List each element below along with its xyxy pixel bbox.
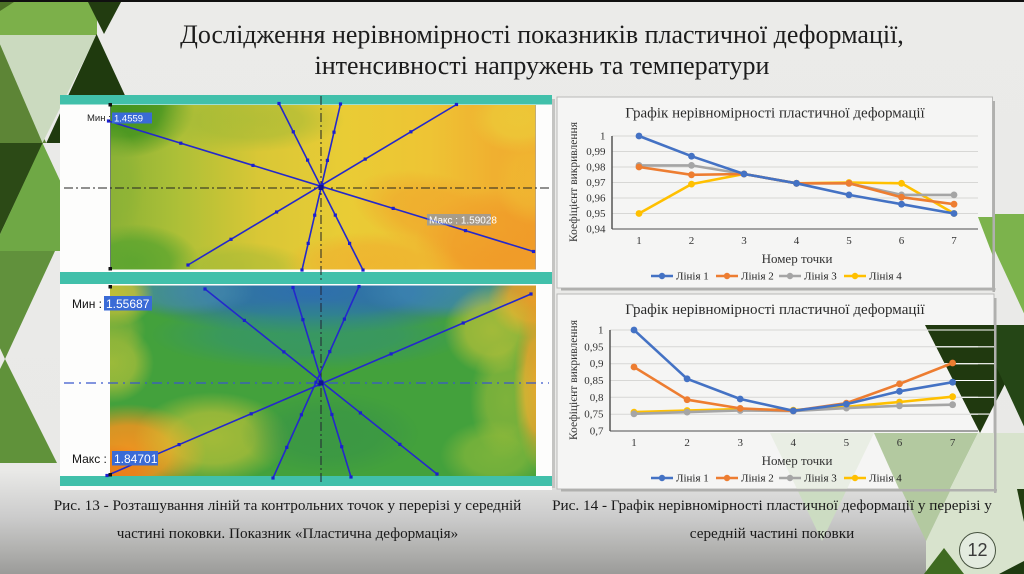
svg-text:Лінія 4: Лінія 4 <box>869 473 902 485</box>
svg-text:Макс :: Макс : <box>72 452 107 466</box>
svg-text:6: 6 <box>897 437 903 449</box>
svg-text:0,95: 0,95 <box>584 341 604 353</box>
svg-text:0,98: 0,98 <box>586 162 606 174</box>
svg-text:1: 1 <box>636 235 642 247</box>
svg-text:5: 5 <box>844 437 850 449</box>
svg-text:0,99: 0,99 <box>586 146 606 158</box>
svg-text:4: 4 <box>791 437 797 449</box>
svg-text:Номер точки: Номер точки <box>762 453 833 468</box>
svg-text:Лінія 2: Лінія 2 <box>741 473 774 485</box>
svg-text:Лінія 3: Лінія 3 <box>804 473 837 485</box>
svg-text:0,8: 0,8 <box>590 392 604 404</box>
svg-text:0,97: 0,97 <box>586 177 606 189</box>
svg-text:Лінія 1: Лінія 1 <box>676 473 709 485</box>
svg-text:6: 6 <box>899 235 905 247</box>
svg-text:1: 1 <box>600 131 606 143</box>
svg-text:Номер точки: Номер точки <box>762 251 833 266</box>
svg-text:0,95: 0,95 <box>586 208 606 220</box>
svg-text:2: 2 <box>689 235 695 247</box>
svg-text:0,75: 0,75 <box>584 409 604 421</box>
svg-text:3: 3 <box>737 437 743 449</box>
svg-text:Графік нерівномірності пластич: Графік нерівномірності пластичної деформ… <box>625 302 925 318</box>
svg-text:Коефіцієнт викривлення: Коефіцієнт викривлення <box>568 121 580 242</box>
svg-text:Графік нерівномірності пластич: Графік нерівномірності пластичної деформ… <box>625 106 925 122</box>
svg-text:1.55687: 1.55687 <box>106 297 150 311</box>
svg-text:5: 5 <box>846 235 852 247</box>
svg-text:Мин :: Мин : <box>72 297 102 311</box>
svg-text:Лінія 3: Лінія 3 <box>804 271 837 283</box>
svg-text:1.84701: 1.84701 <box>114 452 158 466</box>
svg-text:Лінія 1: Лінія 1 <box>676 271 709 283</box>
svg-text:1: 1 <box>598 325 604 337</box>
svg-text:7: 7 <box>950 437 956 449</box>
svg-text:0,94: 0,94 <box>586 224 606 236</box>
svg-text:0,85: 0,85 <box>584 375 604 387</box>
svg-text:3: 3 <box>741 235 747 247</box>
svg-text:7: 7 <box>951 235 957 247</box>
svg-text:Мин :: Мин : <box>87 113 111 124</box>
svg-text:Макс : 1.59028: Макс : 1.59028 <box>429 216 497 227</box>
svg-text:Коефіцієнт викривлення: Коефіцієнт викривлення <box>568 319 580 440</box>
svg-text:Лінія 2: Лінія 2 <box>741 271 774 283</box>
svg-text:0,9: 0,9 <box>590 358 604 370</box>
svg-text:4: 4 <box>794 235 800 247</box>
svg-text:0,7: 0,7 <box>590 426 604 438</box>
svg-text:Лінія 4: Лінія 4 <box>869 271 902 283</box>
svg-text:2: 2 <box>684 437 690 449</box>
svg-text:1: 1 <box>631 437 637 449</box>
svg-text:1.4559: 1.4559 <box>114 114 143 125</box>
svg-text:0,96: 0,96 <box>586 193 606 205</box>
